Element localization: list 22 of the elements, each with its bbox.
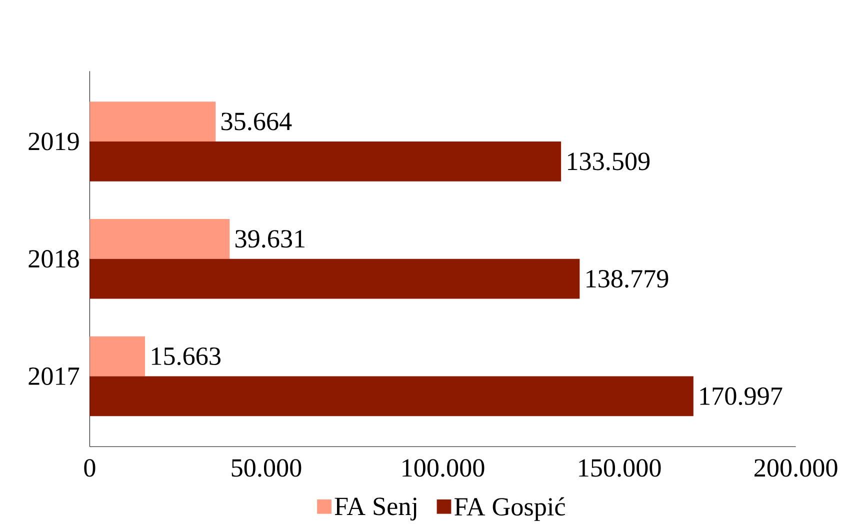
x-tick-label: 50.000 — [232, 459, 302, 477]
bar — [90, 102, 216, 142]
bar — [90, 336, 146, 376]
y-tick-label: 2017 — [28, 367, 80, 386]
x-tick-label: 0 — [84, 459, 96, 477]
bar — [90, 376, 694, 416]
x-tick-label: 200.000 — [754, 459, 838, 477]
y-tick-label: 2019 — [28, 132, 79, 150]
data-label: 15.663 — [152, 347, 220, 366]
legend-label: FA Senj — [334, 498, 416, 521]
legend-label: FA Gospić — [454, 497, 566, 521]
x-tick-label: 100.000 — [402, 459, 484, 477]
bar — [90, 258, 580, 299]
data-label: 35.664 — [221, 112, 292, 130]
data-label: 133.509 — [568, 152, 650, 170]
y-tick-label: 2018 — [28, 250, 79, 268]
bar — [90, 142, 562, 182]
data-label: 170.997 — [700, 387, 782, 406]
bar — [90, 218, 230, 259]
data-label: 39.631 — [236, 230, 305, 248]
x-tick-label: 150.000 — [579, 459, 661, 477]
data-label: 138.779 — [586, 270, 668, 288]
